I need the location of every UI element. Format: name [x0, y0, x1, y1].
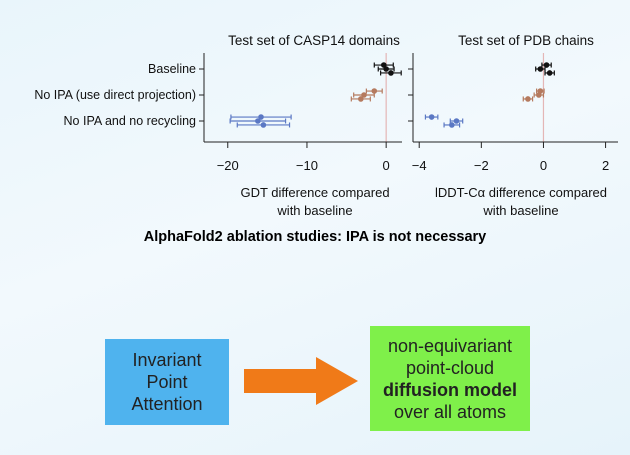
diffusion-line-2: point-cloud	[405, 357, 495, 378]
x-tick-label: −4	[412, 158, 427, 173]
category-label: No IPA and no recycling	[64, 114, 197, 128]
x-axis-label: with baseline	[482, 203, 558, 218]
ipa-line-1: Invariant	[132, 350, 202, 370]
data-point	[371, 88, 378, 94]
chart-panel-1: Test set of CASP14 domains −20 −10 0 GDT dif…	[199, 33, 402, 218]
x-tick-label: 0	[540, 158, 547, 173]
diffusion-line-3: diffusion model	[383, 379, 517, 400]
ipa-line-2: Point	[146, 372, 188, 392]
chart-title: Test set of PDB chains	[458, 33, 594, 48]
data-point	[535, 92, 542, 98]
diffusion-line-1: non-equivariant	[387, 335, 513, 356]
chart-panel-2: Test set of PDB chains −4 −2 0 2 lDDT-Cα diff…	[408, 33, 618, 218]
data-point	[453, 118, 460, 124]
x-tick-label: −2	[474, 158, 489, 173]
data-point	[428, 114, 435, 120]
diffusion-box: non-equivariant point-cloud diffusion mo…	[370, 326, 530, 431]
ipa-box: Invariant Point Attention	[105, 339, 229, 425]
category-label: Baseline	[148, 62, 196, 76]
x-tick-label: 2	[602, 158, 609, 173]
category-label: No IPA (use direct projection)	[34, 88, 196, 102]
x-tick-label: −20	[217, 158, 239, 173]
data-point	[525, 96, 531, 102]
diffusion-line-4: over all atoms	[393, 401, 507, 422]
x-axis-label: with baseline	[276, 203, 352, 218]
data-point	[361, 92, 367, 98]
data-point	[546, 70, 553, 76]
data-point	[388, 70, 394, 76]
x-tick-label: 0	[383, 158, 390, 173]
data-point	[260, 122, 267, 128]
x-axis-label: GDT difference compared	[240, 185, 389, 200]
caption: AlphaFold2 ablation studies: IPA is not …	[143, 229, 487, 245]
data-point	[258, 114, 264, 120]
data-point	[383, 66, 389, 72]
ipa-line-3: Attention	[131, 394, 203, 414]
data-point	[358, 96, 364, 102]
x-axis-label: lDDT-Cα difference compared	[435, 185, 607, 200]
ablation-figure: Baseline No IPA (use direct projection) No…	[34, 33, 618, 218]
chart-title: Test set of CASP14 domains	[228, 33, 400, 48]
data-point	[543, 62, 550, 68]
arrow-right-icon	[244, 357, 358, 405]
data-point	[537, 66, 544, 72]
x-tick-label: −10	[296, 158, 318, 173]
data-point	[255, 118, 261, 124]
data-point	[449, 122, 455, 128]
